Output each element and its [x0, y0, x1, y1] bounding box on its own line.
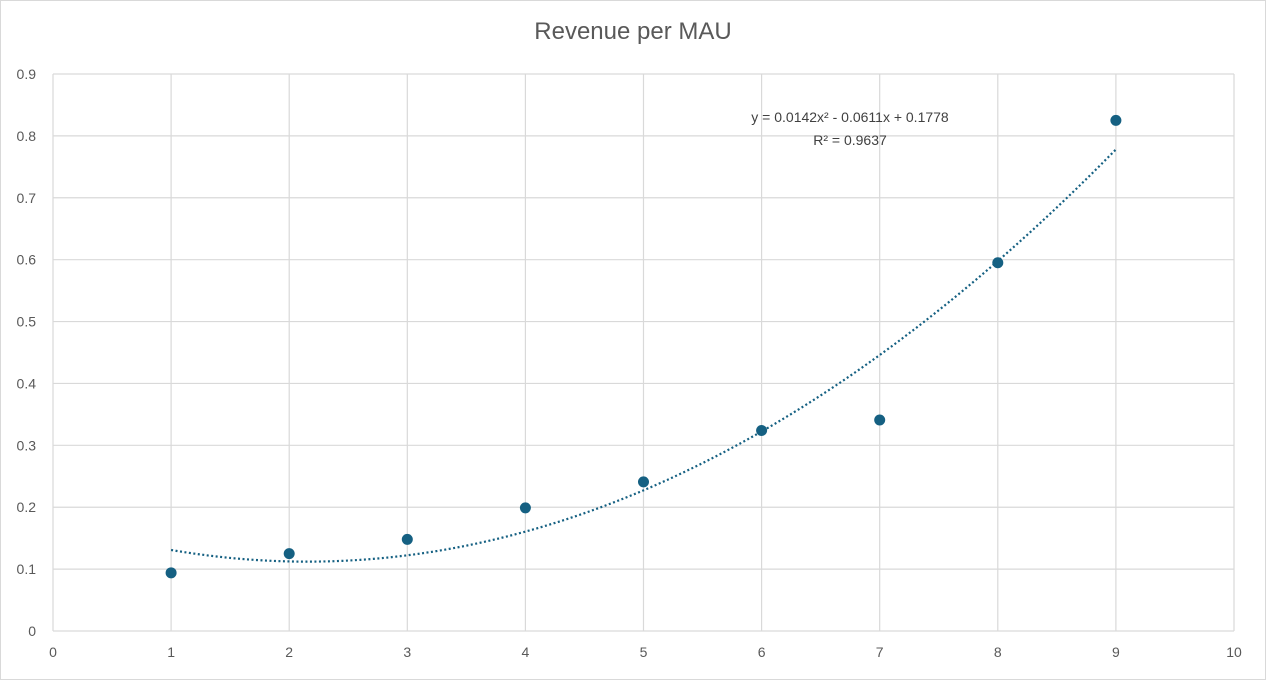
y-tick-label: 0.9	[17, 66, 37, 82]
y-tick-label: 0.6	[17, 252, 37, 268]
y-tick-label: 0.7	[17, 190, 37, 206]
y-tick-label: 0	[28, 623, 36, 639]
data-point	[874, 414, 886, 426]
y-tick-label: 0.3	[17, 437, 37, 453]
x-tick-label: 8	[994, 644, 1002, 660]
horizontal-gridlines	[53, 73, 1234, 632]
data-point	[1110, 114, 1122, 126]
y-tick-label: 0.2	[17, 499, 37, 515]
data-point	[756, 424, 768, 436]
x-tick-label: 3	[403, 644, 411, 660]
data-point	[992, 257, 1004, 269]
x-tick-label: 9	[1112, 644, 1120, 660]
data-point	[638, 476, 649, 488]
x-tick-label: 5	[640, 644, 648, 660]
trendline	[170, 148, 1117, 563]
y-axis-ticks: 0 0.1 0.2 0.3 0.4 0.5 0.6 0.7 0.8 0.9	[17, 66, 37, 639]
data-point	[283, 548, 295, 560]
y-tick-label: 0.8	[17, 128, 37, 144]
x-tick-label: 7	[876, 644, 884, 660]
x-tick-label: 2	[285, 644, 293, 660]
data-point	[519, 502, 531, 514]
trendline-r-squared: R² = 0.9637	[813, 132, 887, 148]
x-tick-label: 4	[522, 644, 530, 660]
y-tick-label: 0.5	[17, 314, 37, 330]
vertical-gridlines	[52, 74, 1235, 631]
chart-title: Revenue per MAU	[534, 18, 732, 45]
x-tick-label: 6	[758, 644, 766, 660]
data-point	[401, 533, 413, 545]
y-tick-label: 0.1	[17, 561, 37, 577]
trendline-equation: y = 0.0142x² - 0.0611x + 0.1778	[751, 109, 949, 125]
x-tick-label: 0	[49, 644, 57, 660]
x-axis-ticks: 0 1 2 3 4 5 6 7 8 9 10	[49, 644, 1242, 660]
y-tick-label: 0.4	[17, 375, 37, 391]
data-point	[165, 567, 177, 579]
data-points	[165, 114, 1122, 579]
x-tick-label: 1	[167, 644, 175, 660]
x-tick-label: 10	[1226, 644, 1242, 660]
